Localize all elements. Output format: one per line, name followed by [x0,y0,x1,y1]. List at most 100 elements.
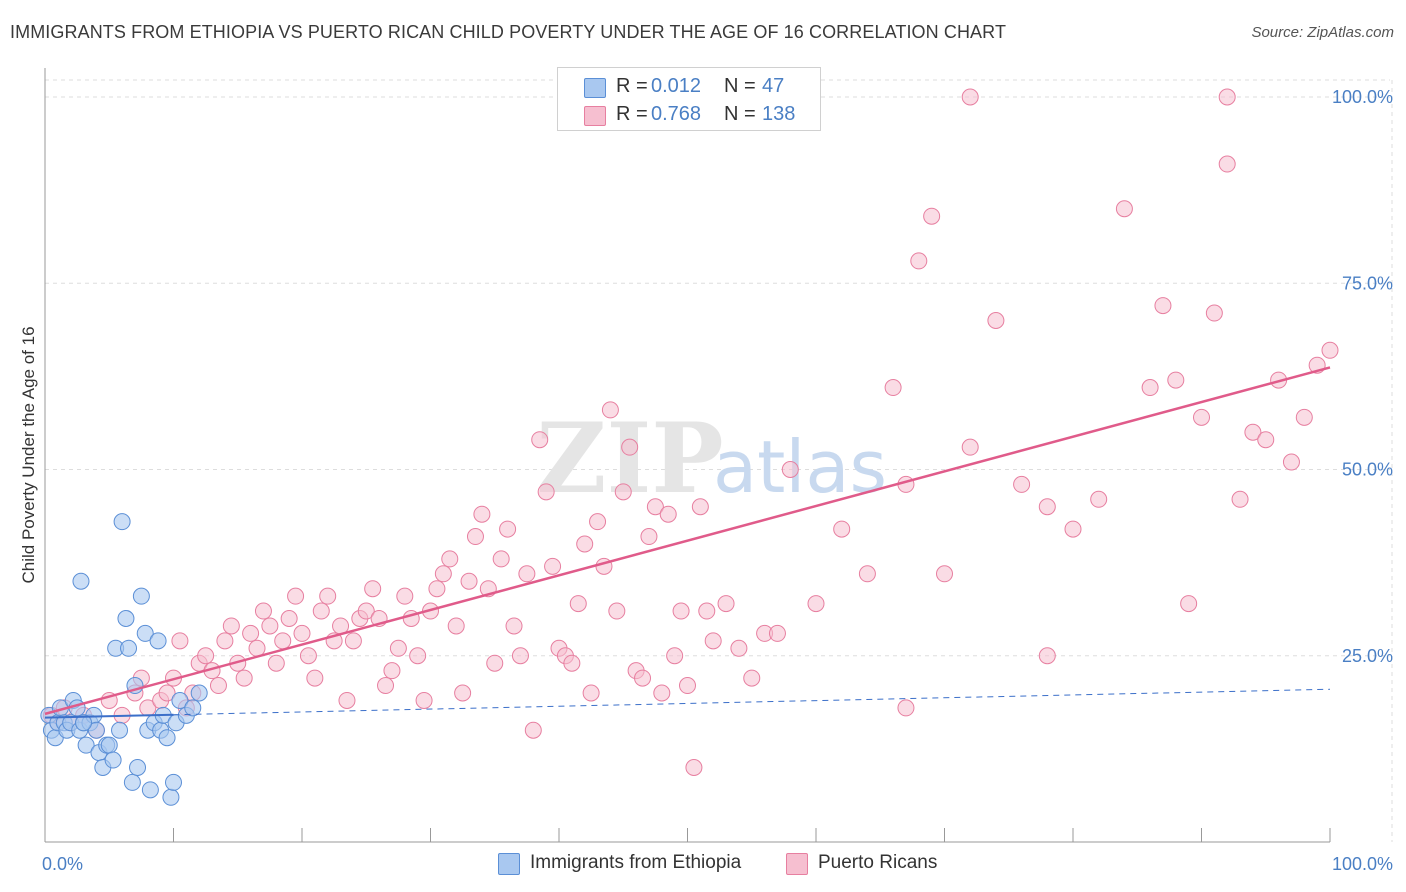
r-label: R = [616,103,648,125]
data-point-puerto-rican [415,691,433,709]
legend-row-ethiopia: R = 0.012 N = 47 [558,73,820,101]
data-point-puerto-rican [653,684,671,702]
data-point-puerto-rican [531,431,549,449]
series-ethiopia [40,513,208,806]
data-point-puerto-rican [254,602,272,620]
puerto-ricans-legend-swatch [786,853,808,875]
data-point-ethiopia [184,699,202,717]
data-point-puerto-rican [1193,408,1210,426]
data-point-puerto-rican [299,647,317,665]
data-point-puerto-rican [499,520,517,538]
data-point-puerto-rican [428,580,446,598]
data-point-puerto-rican [171,632,189,650]
data-point-puerto-rican [1257,431,1275,449]
data-point-puerto-rican [807,595,825,613]
data-point-puerto-rican [621,438,639,456]
data-point-puerto-rican [454,684,472,702]
data-point-ethiopia [171,691,189,709]
data-point-puerto-rican [685,759,703,776]
data-point-ethiopia [87,721,105,739]
trend-line-puerto-ricans [44,366,1331,716]
data-point-puerto-rican [1218,88,1236,106]
data-point-puerto-rican [576,535,594,553]
data-point-puerto-rican [608,602,626,620]
data-point-puerto-rican [987,312,1005,329]
gridlines [45,79,1393,842]
data-point-puerto-rican [357,602,375,620]
x-tick-label: 0.0% [42,854,83,874]
data-point-ethiopia [190,684,208,702]
data-point-ethiopia [75,714,93,732]
data-point-puerto-rican [659,505,677,523]
y-tick-label: 75.0% [1342,273,1393,293]
data-point-puerto-rican [910,252,928,270]
data-point-puerto-rican [511,647,529,665]
watermark-atlas: atlas [713,425,887,509]
data-point-puerto-rican [1231,490,1249,508]
data-point-puerto-rican [781,461,799,478]
data-point-puerto-rican [833,520,851,538]
data-point-puerto-rican [505,617,523,635]
data-point-puerto-rican [441,550,459,568]
data-point-puerto-rican [666,647,684,665]
data-point-puerto-rican [518,565,536,583]
data-point-puerto-rican [563,654,581,672]
data-point-puerto-rican [936,565,953,583]
data-point-puerto-rican [209,677,227,695]
r-value: 0.768 [651,103,702,125]
data-point-puerto-rican [338,691,356,709]
watermark-zip: ZIP [536,402,723,515]
data-point-puerto-rican [319,587,337,605]
data-point-puerto-rican [396,587,414,605]
data-point-puerto-rican [389,639,407,657]
data-point-puerto-rican [961,438,979,456]
y-axis-label: Child Poverty Under the Age of 16 [19,326,38,583]
y-tick-label: 100.0% [1332,87,1393,107]
ethiopia-swatch [584,78,606,98]
data-point-ethiopia [162,788,180,806]
data-point-puerto-rican [466,528,484,546]
data-point-puerto-rican [312,602,330,620]
y-tick-label: 50.0% [1342,460,1393,480]
data-point-puerto-rican [589,513,607,531]
data-point-ethiopia [136,624,154,642]
ethiopia-legend-swatch [498,853,520,875]
data-point-puerto-rican [280,610,298,627]
data-point-ethiopia [120,639,138,657]
data-point-puerto-rican [897,699,915,717]
data-point-puerto-rican [447,617,465,635]
data-point-puerto-rican [672,602,690,620]
n-value: 47 [762,75,785,97]
chart-title: IMMIGRANTS FROM ETHIOPIA VS PUERTO RICAN… [10,22,1007,42]
data-point-puerto-rican [634,669,652,687]
r-label: R = [616,75,648,97]
data-point-puerto-rican [1141,379,1159,397]
data-point-ethiopia [117,610,135,627]
data-point-ethiopia [77,736,95,754]
data-point-puerto-rican [679,677,696,695]
data-point-ethiopia [158,729,176,747]
data-point-puerto-rican [242,624,260,642]
trend-lines [44,366,1331,719]
y-tick-label: 25.0% [1342,646,1393,666]
data-point-puerto-rican [1295,408,1313,426]
data-point-puerto-rican [569,595,587,613]
data-point-puerto-rican [537,483,555,501]
data-point-puerto-rican [460,572,478,590]
data-point-puerto-rican [1090,490,1108,508]
data-point-puerto-rican [1154,297,1172,315]
correlation-legend: R = 0.012 N = 47 R = 0.768 N = 138 [557,67,821,131]
data-point-puerto-rican [961,88,979,106]
data-point-puerto-rican [524,721,542,739]
data-point-puerto-rican [1321,341,1339,359]
data-point-puerto-rican [582,684,600,702]
data-point-puerto-rican [383,662,401,680]
n-label: N = [724,75,756,97]
data-point-puerto-rican [267,654,285,672]
data-point-ethiopia [100,736,118,754]
axis-labels: 25.0% 50.0% 75.0% 100.0% 0.0% 100.0% [42,87,1393,874]
data-point-puerto-rican [364,580,382,598]
data-point-puerto-rican [287,587,305,605]
data-point-puerto-rican [601,401,619,419]
